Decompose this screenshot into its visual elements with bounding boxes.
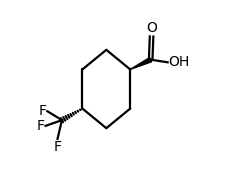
Text: F: F <box>39 104 47 118</box>
Polygon shape <box>130 57 152 69</box>
Text: F: F <box>37 119 45 133</box>
Text: O: O <box>146 21 157 35</box>
Text: OH: OH <box>168 55 190 69</box>
Text: F: F <box>53 140 61 154</box>
